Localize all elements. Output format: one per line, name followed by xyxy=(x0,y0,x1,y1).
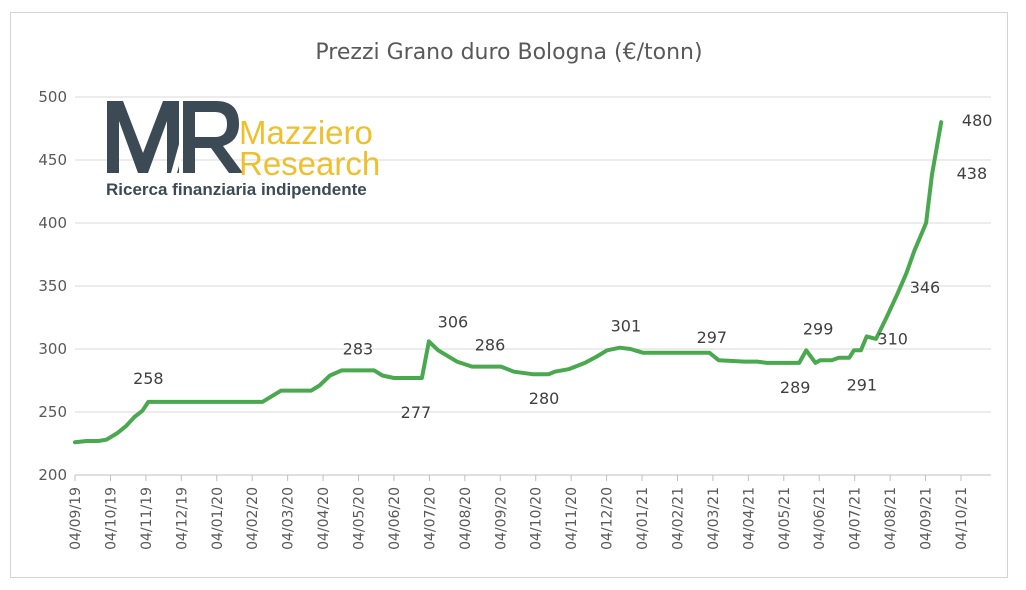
grid-layer xyxy=(75,96,991,476)
y-tick-label: 350 xyxy=(38,277,67,295)
chart-frame: Mazziero Research Ricerca finanziaria in… xyxy=(10,12,1008,578)
data-label: 280 xyxy=(529,389,560,408)
data-labels: 258 283 277 306 286 280 301 297 289 299 291 310 346 4… xyxy=(133,111,992,422)
y-axis: 200 250 300 350 400 450 500 xyxy=(38,88,67,484)
mr-logo-mark-icon xyxy=(107,101,243,173)
x-tick-label: 04/05/20 xyxy=(352,487,368,550)
data-label: 480 xyxy=(962,111,993,130)
x-tick-label: 04/12/19 xyxy=(174,487,190,550)
x-tick-label: 04/10/20 xyxy=(529,487,545,550)
x-tick-label: 04/09/21 xyxy=(919,487,935,550)
x-tick-label: 04/03/20 xyxy=(281,487,297,550)
chart: Mazziero Research Ricerca finanziaria in… xyxy=(38,40,992,550)
logo-name-line2: Research xyxy=(239,145,380,182)
x-tick-label: 04/10/19 xyxy=(103,487,119,550)
data-label: 310 xyxy=(877,329,908,348)
x-tick-label: 04/10/21 xyxy=(954,487,970,550)
data-label: 301 xyxy=(611,317,642,336)
y-tick-label: 250 xyxy=(38,403,67,421)
x-tick-label: 04/07/20 xyxy=(422,487,438,550)
mazziero-research-logo: Mazziero Research Ricerca finanziaria in… xyxy=(106,101,380,199)
series-layer xyxy=(73,120,944,445)
y-tick-label: 200 xyxy=(38,466,67,484)
y-tick-label: 400 xyxy=(38,214,67,232)
x-tick-label: 04/08/20 xyxy=(458,487,474,550)
data-label: 346 xyxy=(910,278,941,297)
logo-name-line1: Mazziero xyxy=(239,114,373,151)
logo-tagline: Ricerca finanziaria indipendente xyxy=(106,180,367,199)
x-tick-label: 04/03/21 xyxy=(706,487,722,550)
chart-title: Prezzi Grano duro Bologna (€/tonn) xyxy=(315,40,702,65)
x-tick-label: 04/01/20 xyxy=(210,487,226,550)
y-tick-label: 300 xyxy=(38,340,67,358)
x-tick-label: 04/06/20 xyxy=(387,487,403,550)
series-line xyxy=(73,120,944,445)
x-axis: 04/09/19 04/10/19 04/11/19 04/12/19 04/01/20… xyxy=(68,475,970,550)
x-tick-label: 04/04/20 xyxy=(316,487,332,550)
y-tick-label: 500 xyxy=(38,88,67,106)
data-label: 289 xyxy=(780,378,811,397)
x-tick-label: 04/11/19 xyxy=(139,487,155,550)
x-tick-label: 04/05/21 xyxy=(777,487,793,550)
data-label: 291 xyxy=(847,375,878,394)
x-tick-label: 04/02/20 xyxy=(245,487,261,550)
x-tick-label: 04/06/21 xyxy=(812,487,828,550)
data-label: 283 xyxy=(343,339,374,358)
data-label: 277 xyxy=(401,403,432,422)
x-tick-label: 04/08/21 xyxy=(883,487,899,550)
x-tick-label: 04/01/21 xyxy=(635,487,651,550)
data-label: 438 xyxy=(957,164,988,183)
data-label: 286 xyxy=(475,336,506,355)
x-tick-label: 04/09/19 xyxy=(68,487,84,550)
x-tick-label: 04/12/20 xyxy=(600,487,616,550)
x-tick-label: 04/04/21 xyxy=(741,487,757,550)
data-label: 299 xyxy=(803,319,834,338)
y-tick-label: 450 xyxy=(38,151,67,169)
x-tick-label: 04/02/21 xyxy=(670,487,686,550)
data-label: 297 xyxy=(697,328,728,347)
x-tick-label: 04/11/20 xyxy=(564,487,580,550)
data-label: 306 xyxy=(438,312,469,331)
x-tick-label: 04/09/20 xyxy=(493,487,509,550)
data-label: 258 xyxy=(133,369,164,388)
x-tick-label: 04/07/21 xyxy=(848,487,864,550)
